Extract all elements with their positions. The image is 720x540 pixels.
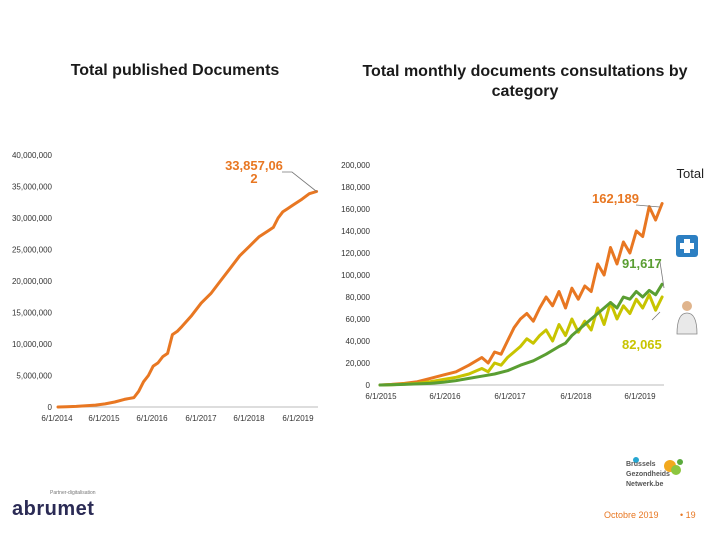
chart2-legend-label: Total <box>677 166 705 181</box>
chart2-y-tick-label: 160,000 <box>341 205 370 214</box>
chart1-y-tick-label: 30,000,000 <box>12 214 53 223</box>
chart2-annotation-leader <box>635 204 661 208</box>
chart1-x-tick-label: 6/1/2017 <box>185 414 217 423</box>
chart2-title: Total monthly documents consultations by… <box>362 63 688 100</box>
chart2-y-tick-label: 40,000 <box>346 337 371 346</box>
chart2-x-tick-label: 6/1/2017 <box>494 392 526 401</box>
chart2-x-tick-label: 6/1/2016 <box>429 392 461 401</box>
chart1-y-tick-label: 5,000,000 <box>16 372 52 381</box>
brussels-health-network-logo-icon <box>633 457 683 475</box>
chart1-y-tick-label: 40,000,000 <box>12 151 53 160</box>
footer-date: Octobre 2019 <box>604 510 659 520</box>
doctor-icon <box>676 312 698 335</box>
chart2-annotation-label: 82,065 <box>622 337 662 352</box>
partner-line-3: Netwerk.be <box>626 481 664 488</box>
chart2-y-tick-label: 180,000 <box>341 183 370 192</box>
chart2-series-line-1 <box>378 202 664 387</box>
chart2-x-tick-label: 6/1/2019 <box>624 392 656 401</box>
chart2-x-tick-label: 6/1/2015 <box>365 392 397 401</box>
chart1-y-tick-label: 0 <box>48 403 53 412</box>
chart2-y-tick-label: 80,000 <box>346 293 371 302</box>
chart1-series-line-1 <box>56 190 319 409</box>
chart1-y-tick-label: 20,000,000 <box>12 277 53 286</box>
chart2-y-tick-label: 200,000 <box>341 161 370 170</box>
chart1-title: Total published Documents <box>70 62 280 79</box>
chart1-annotation-leader <box>282 171 317 192</box>
abrumet-logo: abrumet <box>12 498 95 520</box>
partner-logo-text: Brussels Gezondheids Netwerk.be <box>626 460 670 490</box>
hospital-icon-cross-h <box>680 243 694 249</box>
partner-line-1: Brussels <box>626 461 656 468</box>
chart2-y-tick-label: 120,000 <box>341 249 370 258</box>
chart1-y-tick-label: 35,000,000 <box>12 183 53 192</box>
chart2-series-line-3 <box>378 282 664 387</box>
chart1-x-tick-label: 6/1/2014 <box>41 414 73 423</box>
chart2-y-tick-label: 100,000 <box>341 271 370 280</box>
chart2-y-tick-label: 20,000 <box>346 359 371 368</box>
partner-line-2: Gezondheids <box>626 471 670 478</box>
chart1-x-tick-label: 6/1/2018 <box>233 414 265 423</box>
chart1-x-tick-label: 6/1/2019 <box>282 414 314 423</box>
chart1-y-tick-label: 15,000,000 <box>12 309 53 318</box>
chart2-x-tick-label: 6/1/2018 <box>560 392 592 401</box>
chart1-annotation-label: 33,857,06 <box>225 158 283 173</box>
chart2-y-tick-label: 60,000 <box>346 315 371 324</box>
chart1-annotation-label: 2 <box>250 171 257 186</box>
chart2-y-tick-label: 140,000 <box>341 227 370 236</box>
page-number: • 19 <box>680 510 696 520</box>
chart1-y-tick-label: 10,000,000 <box>12 340 53 349</box>
chart2-annotation-label: 91,617 <box>622 256 662 271</box>
chart1-y-tick-label: 25,000,000 <box>12 246 53 255</box>
chart2-annotation-label: 162,189 <box>592 191 639 206</box>
chart1-x-tick-label: 6/1/2016 <box>136 414 168 423</box>
chart2-y-tick-label: 0 <box>366 381 371 390</box>
chart2-annotation-leader <box>651 311 661 321</box>
chart2-series-line-2 <box>378 293 664 387</box>
logo-subtitle: Partner-digitalisation <box>50 490 96 496</box>
doctor-icon-head <box>682 301 692 311</box>
chart1-x-tick-label: 6/1/2015 <box>88 414 120 423</box>
chart2-annotation-leader <box>659 261 665 289</box>
